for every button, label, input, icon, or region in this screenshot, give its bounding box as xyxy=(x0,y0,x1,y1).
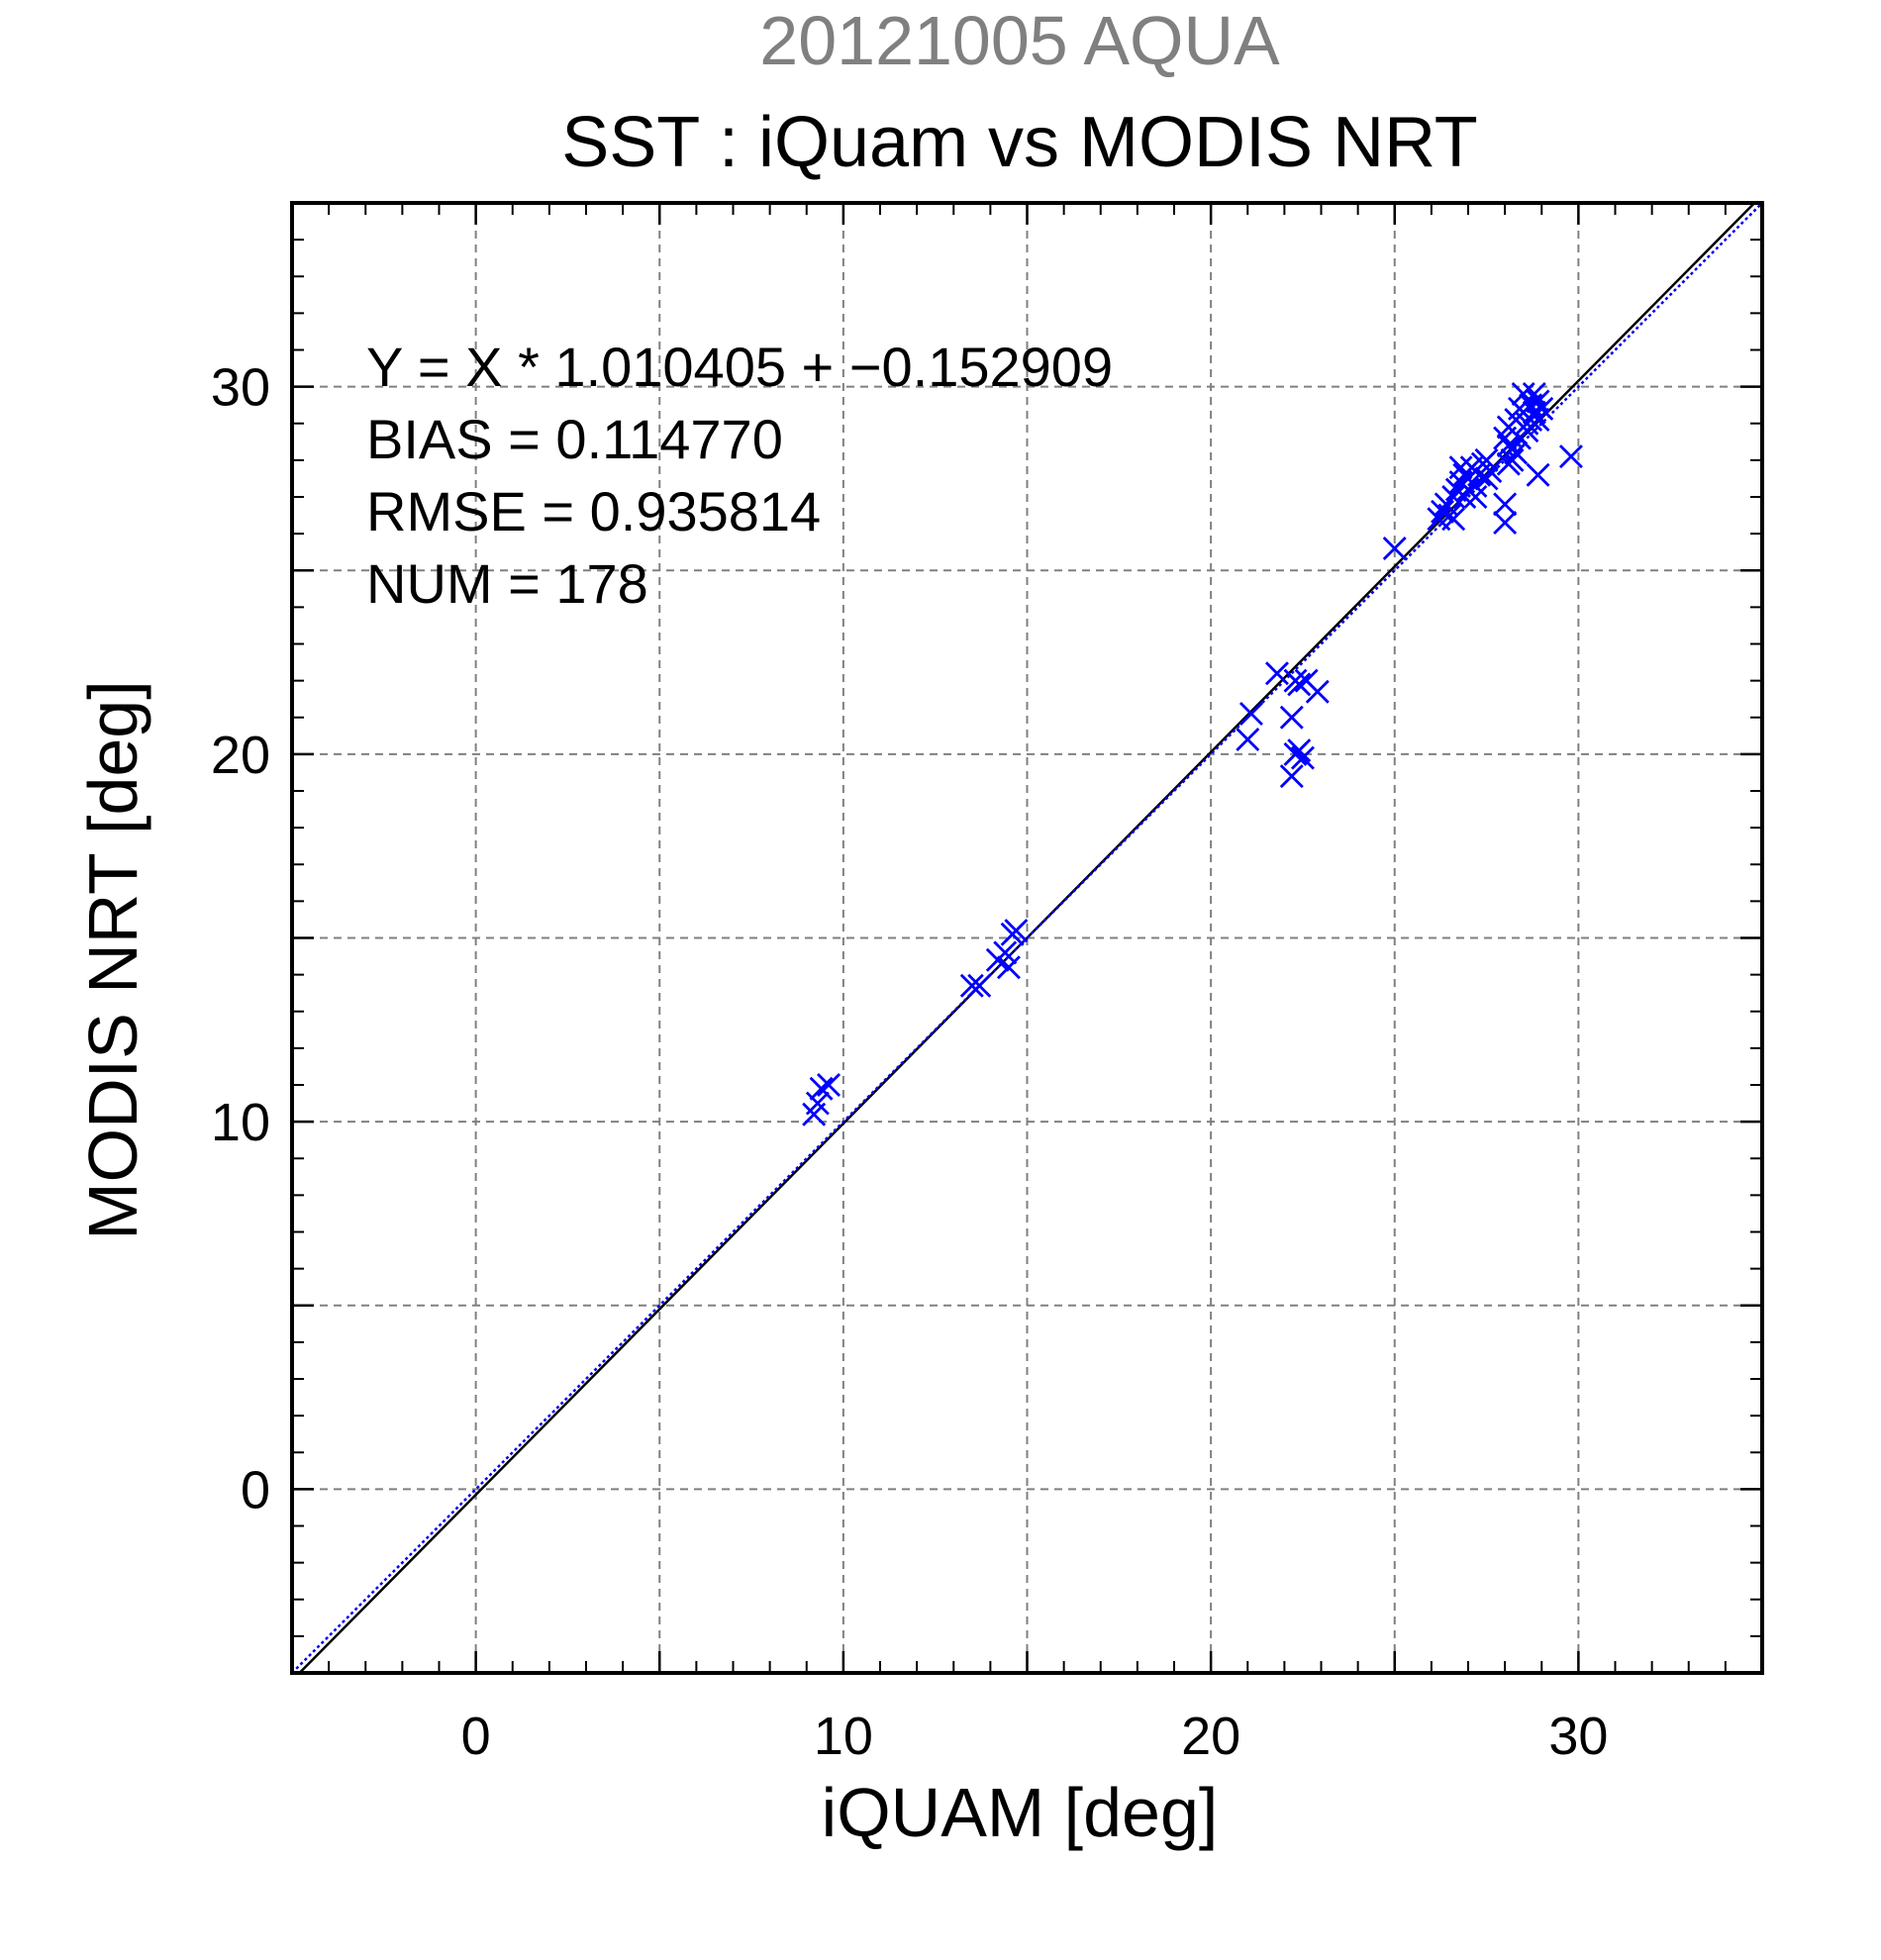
identity-line xyxy=(291,202,1763,1674)
data-point xyxy=(1496,434,1521,458)
x-tick-label: 0 xyxy=(461,1707,491,1766)
fit-equation: Y = X * 1.010405 + −0.152909 xyxy=(366,336,1113,398)
data-point xyxy=(1264,661,1289,686)
y-tick-label: 10 xyxy=(211,1093,270,1152)
bias-value: BIAS = 0.114770 xyxy=(366,408,783,470)
data-point xyxy=(1441,507,1466,532)
stats-box: Y = X * 1.010405 + −0.152909 BIAS = 0.11… xyxy=(366,336,1113,615)
data-point xyxy=(1463,485,1488,509)
data-point xyxy=(1441,485,1466,509)
y-tick-label: 0 xyxy=(241,1460,270,1519)
data-point xyxy=(967,973,992,998)
data-point xyxy=(1287,738,1312,763)
y-axis-label: MODIS NRT [deg] xyxy=(74,680,151,1239)
x-axis-label: iQUAM [deg] xyxy=(822,1774,1219,1851)
data-point xyxy=(1493,510,1518,535)
num-value: NUM = 178 xyxy=(366,552,648,615)
data-point xyxy=(993,940,1018,965)
y-tick-label: 30 xyxy=(211,358,270,418)
data-point xyxy=(1500,447,1525,472)
tick-labels: 0 10 20 30 0 10 20 30 xyxy=(211,358,1608,1766)
y-tick-label: 20 xyxy=(211,726,270,785)
data-point xyxy=(1526,462,1550,487)
x-tick-label: 10 xyxy=(814,1707,873,1766)
data-point xyxy=(1431,499,1454,524)
data-point xyxy=(1526,389,1550,414)
data-point xyxy=(1279,705,1304,730)
data-point xyxy=(817,1073,842,1097)
data-point xyxy=(1279,764,1304,789)
x-tick-label: 30 xyxy=(1548,1707,1608,1766)
data-point xyxy=(1522,382,1546,407)
data-point xyxy=(1474,447,1499,472)
data-point xyxy=(1236,728,1260,752)
data-point xyxy=(1452,462,1477,487)
data-point xyxy=(1290,745,1315,770)
plot-frame xyxy=(290,201,1764,1675)
data-point xyxy=(959,973,984,998)
data-point xyxy=(1382,536,1407,560)
data-point xyxy=(1474,466,1499,491)
data-point xyxy=(1493,492,1518,517)
data-point xyxy=(1511,382,1535,407)
date-title: 20121005 AQUA xyxy=(759,2,1280,79)
data-point xyxy=(1305,679,1330,704)
data-point xyxy=(809,1076,834,1101)
data-point xyxy=(1238,702,1263,727)
data-point xyxy=(1558,444,1583,469)
x-tick-label: 20 xyxy=(1181,1707,1240,1766)
data-point xyxy=(1526,408,1550,433)
data-points xyxy=(802,382,1583,1127)
data-point xyxy=(1004,919,1029,943)
data-point xyxy=(1448,455,1473,480)
chart-title: SST : iQuam vs MODIS NRT xyxy=(561,103,1478,182)
data-point xyxy=(805,1091,830,1116)
data-point xyxy=(1287,672,1312,697)
data-point xyxy=(996,955,1021,980)
rmse-value: RMSE = 0.935814 xyxy=(366,480,821,542)
